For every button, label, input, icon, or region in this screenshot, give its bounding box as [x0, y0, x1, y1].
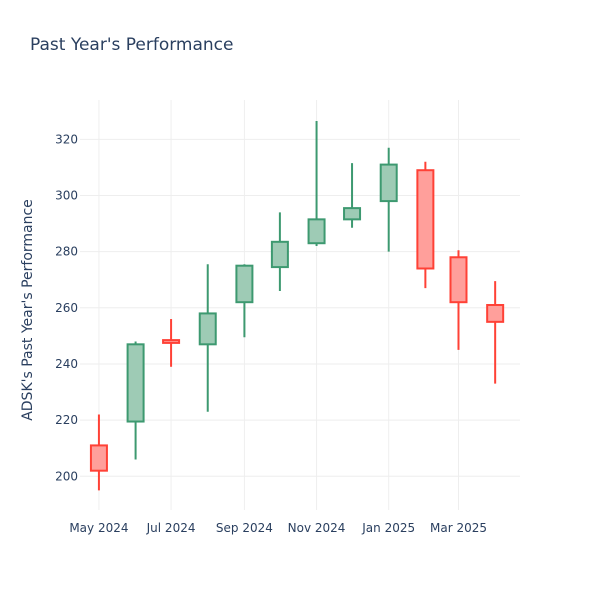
x-tick-label: Jan 2025: [361, 521, 415, 535]
candle-layer: [89, 121, 505, 491]
x-tick-label: Sep 2024: [216, 521, 273, 535]
candle-increasing: [270, 212, 289, 291]
candle-body: [343, 207, 362, 221]
candle-body: [162, 339, 181, 344]
candle-decreasing: [449, 250, 468, 350]
candle-body: [449, 256, 468, 304]
candle-body: [270, 240, 289, 269]
x-tick-label: Mar 2025: [430, 521, 487, 535]
y-tick-label: 280: [55, 245, 78, 259]
candle-body: [307, 218, 326, 245]
y-axis-title: ADSK's Past Year's Performance: [20, 199, 36, 421]
y-tick-label: 260: [55, 301, 78, 315]
axis-layer: 200 220 240 260 280 300 320 May 2024 Jul 2024 Sep…: [55, 132, 487, 535]
candle-body: [126, 343, 145, 423]
x-tick-label: Jul 2024: [146, 521, 196, 535]
y-tick-label: 320: [55, 132, 78, 146]
candle-body: [89, 444, 108, 472]
candle-body: [416, 169, 435, 270]
y-tick-label: 220: [55, 413, 78, 427]
x-tick-label: Nov 2024: [288, 521, 346, 535]
chart-title: Past Year's Performance: [30, 35, 234, 55]
candle-decreasing: [162, 319, 181, 367]
candle-increasing: [343, 163, 362, 228]
candle-decreasing: [486, 281, 505, 384]
candle-body: [198, 312, 217, 346]
x-tick-label: May 2024: [69, 521, 128, 535]
y-tick-label: 240: [55, 357, 78, 371]
y-tick-label: 300: [55, 188, 78, 202]
candle-increasing: [379, 147, 398, 252]
candle-decreasing: [89, 414, 108, 491]
candle-increasing: [198, 264, 217, 412]
candle-body: [235, 264, 254, 304]
candle-body: [486, 304, 505, 323]
candle-decreasing: [416, 161, 435, 289]
y-tick-label: 200: [55, 469, 78, 483]
candle-increasing: [126, 341, 145, 460]
candle-body: [379, 163, 398, 203]
candle-increasing: [307, 121, 326, 247]
candle-increasing: [235, 264, 254, 338]
